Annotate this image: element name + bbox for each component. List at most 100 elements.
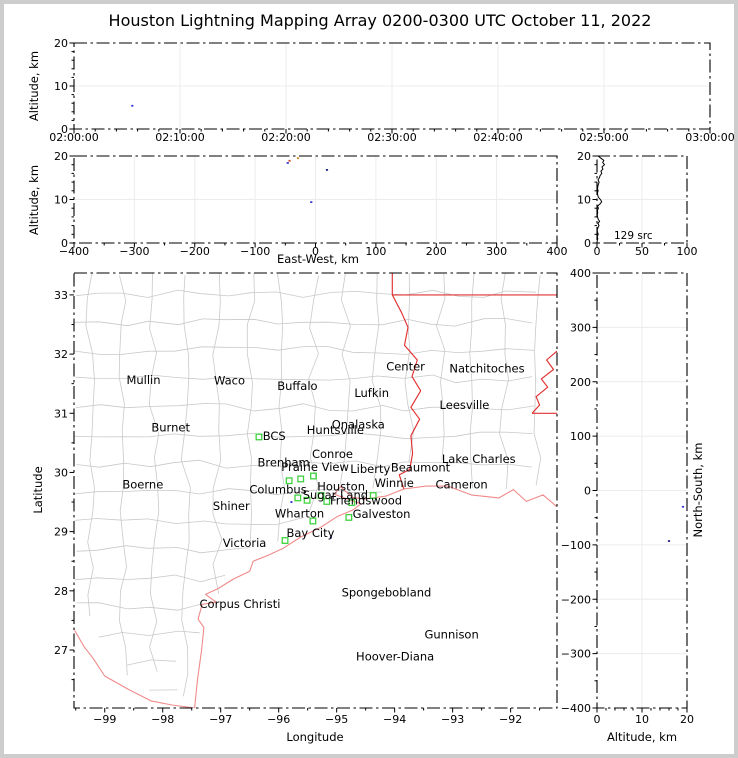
county-line [371, 273, 382, 489]
tick-label: 03:00:00 [685, 131, 734, 144]
tick-label: 28 [54, 585, 68, 598]
tick-label: −200 [180, 245, 210, 258]
axis-ticks-and-labels: 02:00:00 02:10:00 02:20:00 02:30:00 02:40:00… [49, 37, 734, 726]
tick-label: 02:40:00 [473, 131, 522, 144]
tick-label: 0 [312, 245, 319, 258]
tick-label: 32 [54, 348, 68, 361]
source-point [325, 169, 329, 171]
tick-label: 20 [54, 150, 68, 163]
city-label: Gunnison [424, 628, 478, 642]
lma-station-marker [317, 492, 325, 499]
city-label: Huntsville [307, 423, 364, 437]
city-label: Houston [317, 480, 365, 494]
county-line [212, 273, 223, 594]
panel-frame [73, 272, 558, 709]
county-line [499, 273, 509, 489]
tick-label: 200 [570, 376, 591, 389]
tick-label: 0 [594, 245, 601, 258]
tick-label: 0 [594, 713, 601, 726]
city-label: Wharton [275, 506, 324, 520]
time-panel-ylabel: Altitude, km [27, 51, 41, 121]
map-ylabel: Latitude [31, 466, 45, 513]
county-line [339, 274, 351, 485]
city-label: Prairie View [281, 460, 349, 474]
tick-label: 50 [635, 245, 649, 258]
source-point [667, 540, 671, 542]
city-label: Cameron [435, 477, 487, 491]
data-points [131, 104, 685, 542]
tick-label: −98 [151, 713, 174, 726]
county-line [75, 374, 533, 384]
northsouth-panel-xlabel: Altitude, km [607, 730, 677, 744]
source-point [286, 162, 289, 164]
lma-station-marker [255, 433, 263, 441]
city-label: Columbus [249, 483, 306, 497]
county-line [469, 273, 475, 489]
tick-label: −400 [59, 245, 89, 258]
source-point [290, 501, 293, 504]
tick-label: 0 [61, 123, 68, 136]
tick-label: 200 [426, 245, 447, 258]
tick-label: 100 [677, 245, 698, 258]
tick-label: 100 [365, 245, 386, 258]
tick-label: 30 [54, 466, 68, 479]
city-label: Sugar Land [303, 488, 368, 502]
lma-figure-svg: Houston Lightning Mapping Array 0200-030… [27, 11, 734, 744]
county-line [98, 630, 200, 638]
city-label: Liberty [350, 462, 390, 476]
tick-label: −300 [119, 245, 149, 258]
map-panel-content: Mullin Waco Buffalo Lufkin Center Natchitoche… [74, 273, 557, 708]
tick-label: 02:10:00 [155, 131, 204, 144]
histogram-line [596, 155, 606, 244]
lma-station-marker [297, 475, 305, 483]
city-label: Lufkin [354, 386, 389, 400]
county-line [180, 275, 191, 697]
county-line [74, 346, 535, 355]
tick-label: −300 [561, 648, 591, 661]
tick-label: 02:00:00 [49, 131, 98, 144]
county-line [436, 273, 446, 461]
tick-label: −93 [441, 713, 464, 726]
tick-label: −97 [209, 713, 232, 726]
city-label: Victoria [223, 536, 267, 550]
city-label: Leesville [440, 398, 490, 412]
city-label: Beaumont [391, 461, 451, 475]
county-line [76, 602, 201, 611]
tick-label: 0 [61, 237, 68, 250]
city-label: Winnie [375, 476, 414, 490]
tick-label: 300 [570, 321, 591, 334]
lma-station-marker [309, 517, 317, 525]
city-label: Brenham [257, 455, 309, 469]
source-point [310, 201, 313, 204]
city-label: Burnet [151, 420, 190, 434]
state-border-line [391, 294, 422, 490]
source-point [329, 536, 332, 539]
city-label: Galveston [353, 507, 411, 521]
tick-label: 10 [577, 194, 591, 207]
lma-station-marker [323, 497, 331, 505]
county-line [76, 459, 532, 469]
county-line [126, 659, 176, 666]
city-label: Conroe [312, 447, 353, 461]
source-point [296, 157, 300, 160]
lma-station-marker [345, 513, 353, 521]
state-border-line [531, 350, 557, 414]
tick-label: 300 [486, 245, 507, 258]
map-xlabel: Longitude [286, 730, 343, 744]
tick-label: 20 [680, 713, 694, 726]
coastline-line [74, 629, 195, 708]
tick-label: 33 [54, 289, 68, 302]
gridlines [74, 43, 710, 708]
county-line [277, 273, 285, 542]
tick-label: −94 [383, 713, 406, 726]
county-line [76, 545, 251, 554]
tick-label: 02:50:00 [579, 131, 628, 144]
lma-station-marker [303, 496, 311, 504]
tick-label: 27 [54, 644, 68, 657]
tick-label: 29 [54, 526, 68, 539]
lma-station-marker [281, 537, 289, 544]
tick-label: 20 [54, 37, 68, 50]
lma-station-marker [348, 499, 356, 507]
city-label: Spongebobland [342, 586, 432, 600]
